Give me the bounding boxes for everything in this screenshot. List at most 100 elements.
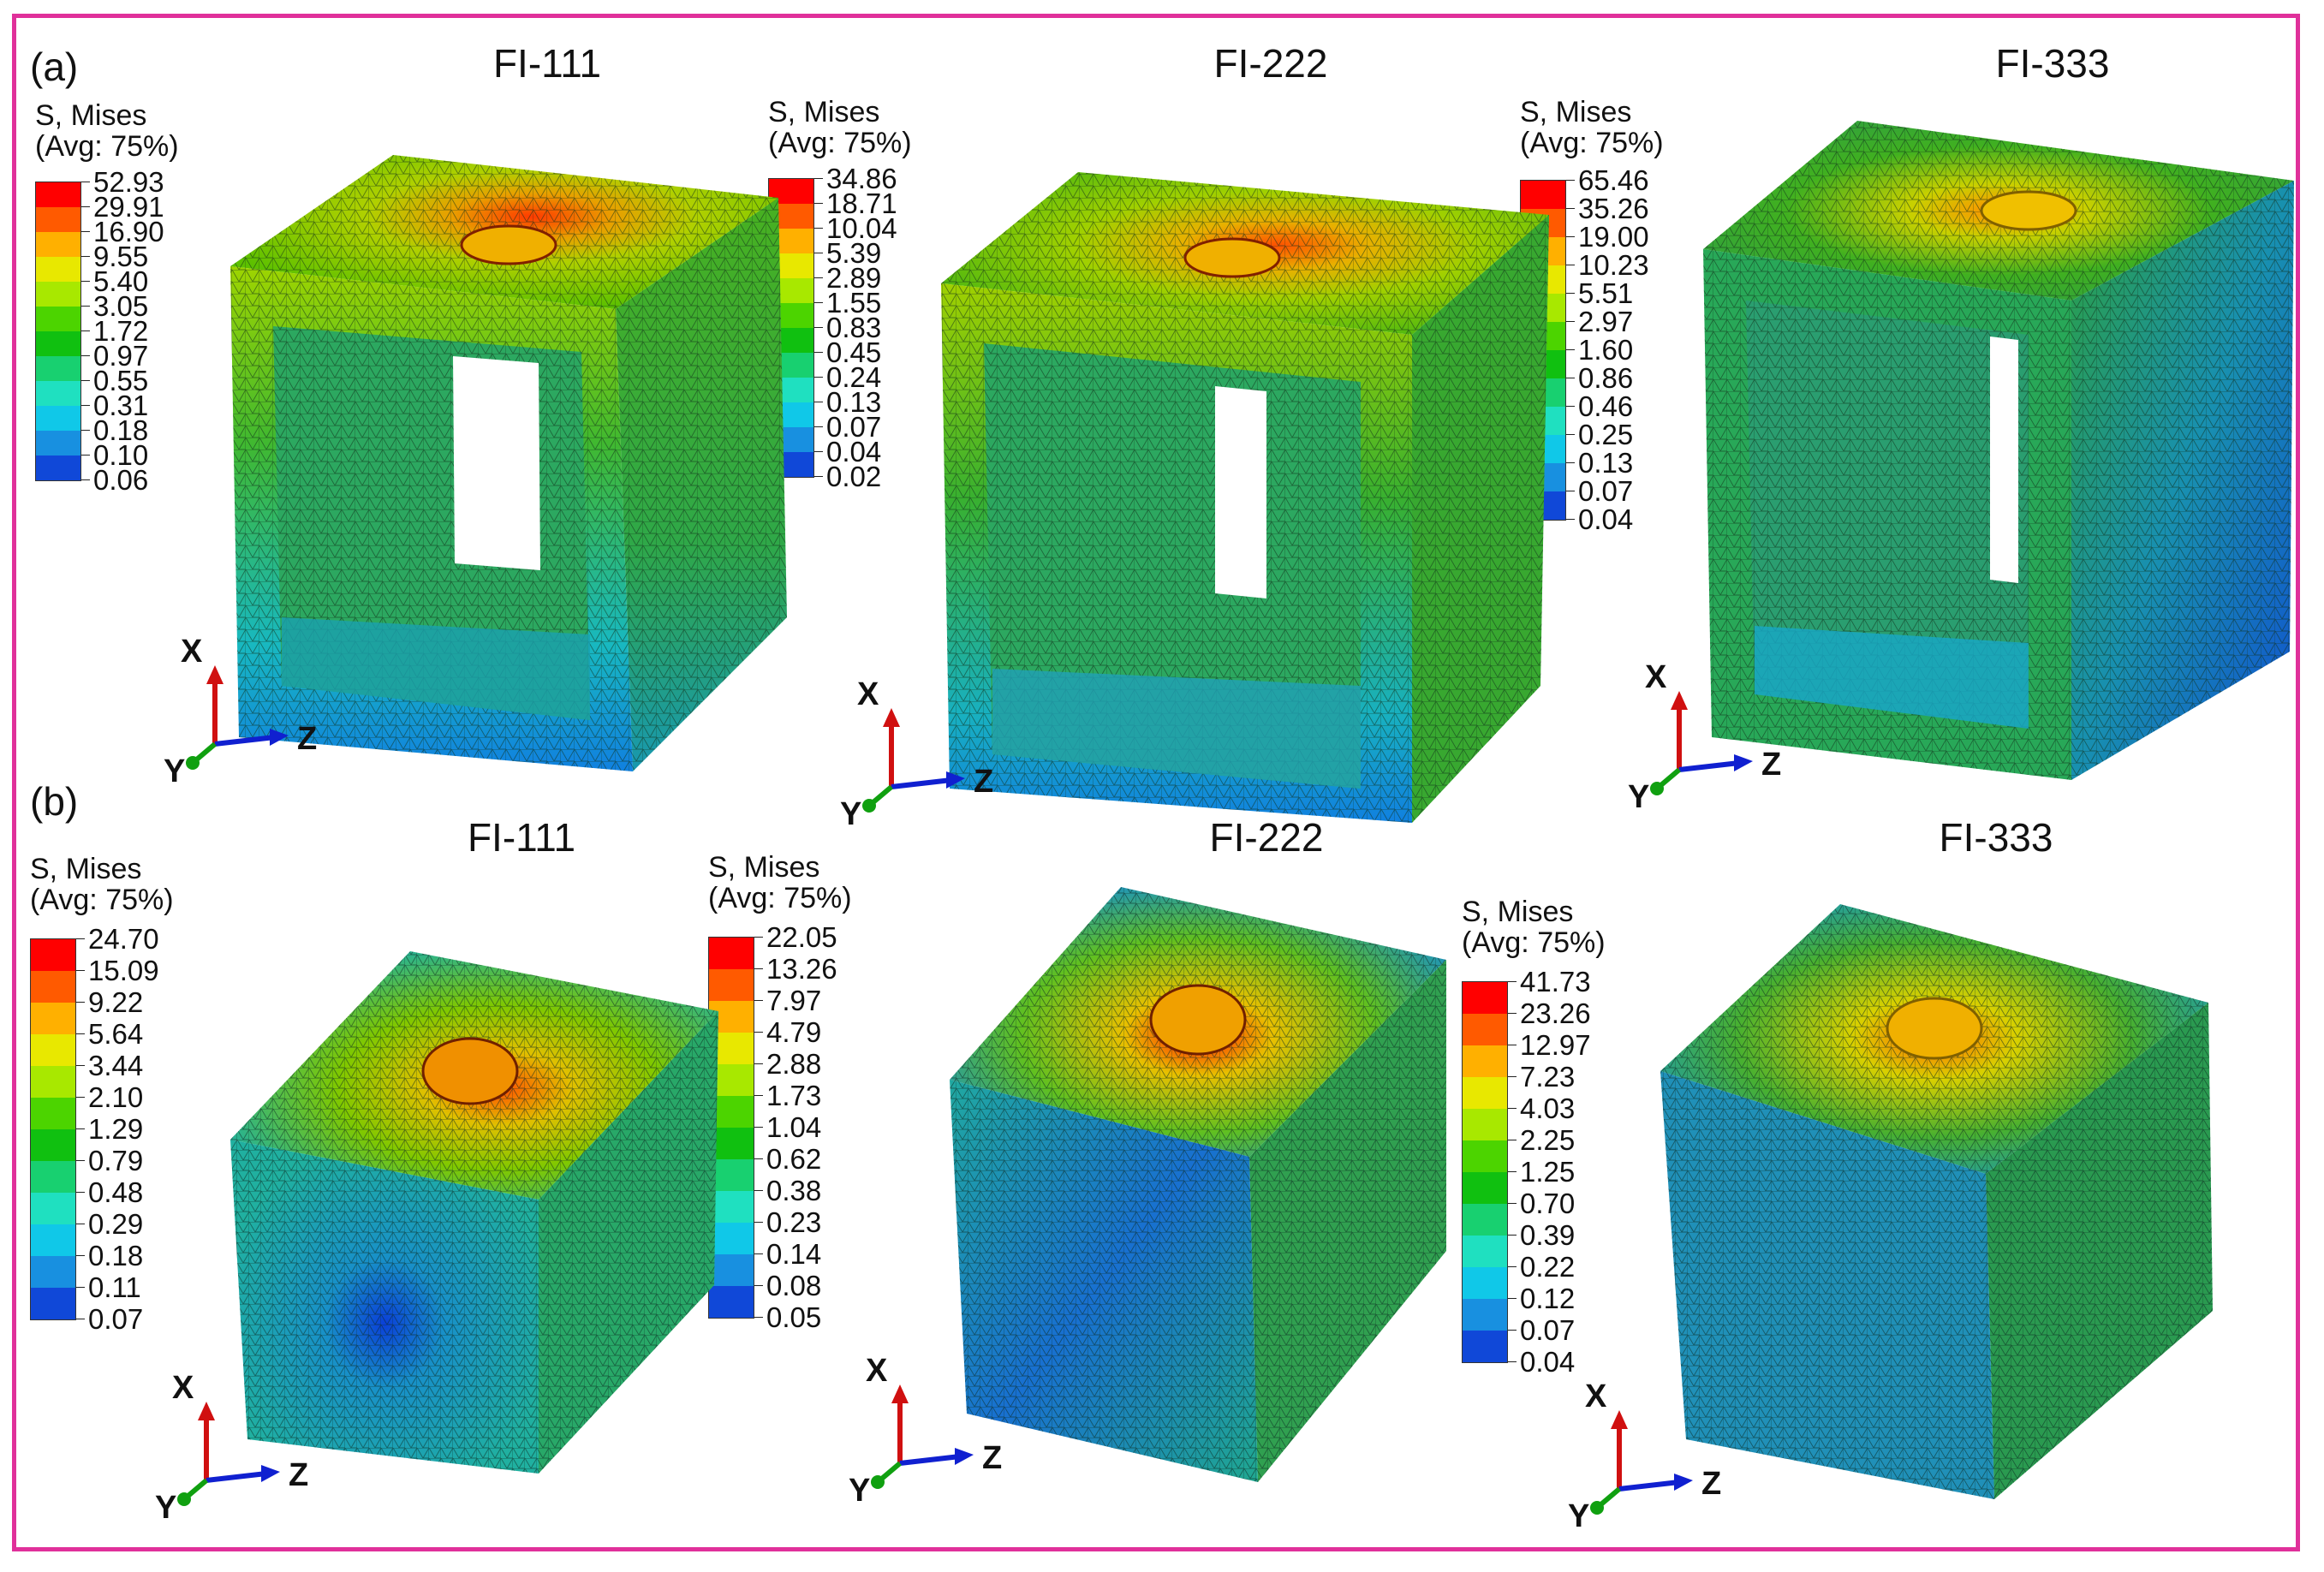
legend-tick-mark [754,968,763,969]
y-axis-arrowhead [1650,782,1664,795]
legend-title: S, Mises [1520,96,1632,128]
legend-tick-label: 0.13 [1578,446,1634,479]
legend-color-band [1463,1266,1507,1299]
y-axis-label: Y [155,1490,176,1525]
legend-tick-label: 0.07 [1520,1313,1576,1346]
legend-tick-label: 0.97 [93,339,149,372]
legend-tick-label: 0.29 [88,1207,144,1240]
legend-color-bar [35,181,81,481]
legend-tick-mark [81,429,90,431]
x-axis-arrowhead [206,665,223,684]
legend-color-band [1463,1171,1507,1204]
legend-tick-mark [814,177,823,179]
legend-tick-label: 0.48 [88,1176,144,1208]
z-axis-label: Z [289,1457,308,1493]
legend-color-bar [708,936,754,1319]
legend-tick-mark [81,205,90,207]
z-axis-arrow [1678,760,1740,772]
stress-legend: S, Mises (Avg: 75%) 34.86 18.71 10.04 5.39 2.8… [768,96,912,491]
legend-tick-label: 34.86 [826,162,897,194]
y-axis-arrowhead [871,1475,885,1489]
legend-tick-label: 1.04 [766,1111,822,1143]
legend-color-band [31,1224,75,1256]
legend-tick-mark [814,376,823,378]
legend-subtitle: (Avg: 75%) [35,130,179,163]
legend-color-band [709,937,754,969]
legend-color-band [1463,1076,1507,1109]
model-title: FI-333 [1995,41,2110,86]
y-axis-label: Y [849,1473,870,1508]
y-axis-arrowhead [862,799,876,813]
legend-tick-mark [76,1033,85,1034]
legend-tick-mark [754,1126,763,1128]
legend-tick-mark [81,479,90,480]
legend-tick-mark [814,326,823,328]
legend-tick-mark [754,1221,763,1223]
legend-tick-label: 0.12 [1520,1282,1576,1314]
legend-tick-mark [814,301,823,303]
stress-legend: S, Mises (Avg: 75%) 41.73 23.26 12.97 7.23 4.0… [1462,896,1606,1376]
legend-tick-mark [754,1063,763,1064]
coordinate-triad: X Z Y [1628,659,1781,814]
panel-b-label: (b) [30,779,79,824]
legend-color-band [31,1033,75,1066]
legend-tick-label: 12.97 [1520,1028,1591,1061]
legend-tick-label: 0.04 [1520,1345,1576,1378]
legend-color-band [709,1253,754,1286]
model-title: FI-333 [1939,815,2053,860]
legend-tick-mark [814,227,823,229]
legend-tick-label: 0.70 [1520,1187,1576,1219]
legend-tick-mark [76,938,85,939]
legend-tick-mark [1566,405,1575,407]
legend-tick-label: 5.51 [1578,277,1634,309]
legend-tick-mark [754,1031,763,1033]
legend-tick-label: 29.91 [93,190,164,223]
legend-tick-label: 2.25 [1520,1123,1576,1156]
x-axis-arrowhead [891,1384,909,1403]
legend-tick-label: 0.86 [1578,361,1634,394]
legend-tick-mark [1508,980,1517,982]
coordinate-triad: X Z Y [1568,1378,1721,1533]
legend-tick-mark [76,1096,85,1098]
legend-tick-label: 4.79 [766,1015,822,1048]
legend-color-band [31,1160,75,1193]
z-axis-arrowhead [1674,1474,1693,1491]
model-title: FI-111 [492,41,602,86]
legend-tick-mark [1566,235,1575,237]
legend-tick-label: 15.09 [88,954,159,986]
z-axis-label: Z [974,764,993,800]
legend-tick-mark [81,280,90,282]
fe-model-solid-cube [1660,904,2213,1499]
legend-tick-mark [81,330,90,331]
legend-tick-label: 0.23 [766,1206,822,1238]
legend-tick-mark [1508,1170,1517,1172]
legend-tick-label: 0.18 [88,1239,144,1271]
legend-tick-mark [76,1128,85,1129]
z-axis-arrowhead [955,1448,974,1465]
legend-tick-mark [81,255,90,257]
legend-tick-mark [754,1284,763,1286]
legend-tick-mark [76,1286,85,1288]
legend-tick-mark [1566,461,1575,463]
figure-frame: (a) (b) FI-111 FI-222 FI-333 FI-111 FI-2… [12,14,2300,1551]
legend-color-band [31,1255,75,1288]
y-axis-label: Y [1628,779,1649,814]
legend-color-band [31,938,75,971]
legend-tick-label: 0.04 [1578,503,1634,535]
x-axis-arrowhead [198,1402,215,1420]
legend-color-band [36,256,80,282]
legend-color-band [31,1002,75,1034]
legend-color-band [1463,981,1507,1014]
legend-tick-mark [1508,1234,1517,1236]
legend-subtitle: (Avg: 75%) [768,127,912,159]
legend-title: S, Mises [768,96,880,128]
fe-model-solid-cube [950,887,1446,1482]
legend-tick-label: 0.22 [1520,1250,1576,1283]
legend-tick-mark [1508,1361,1517,1362]
legend-tick-mark [1566,320,1575,322]
legend-tick-label: 0.24 [826,360,882,393]
x-axis-arrowhead [1611,1410,1628,1429]
legend-tick-mark [81,404,90,406]
legend-tick-mark [754,1094,763,1096]
x-axis-label: X [857,676,879,712]
